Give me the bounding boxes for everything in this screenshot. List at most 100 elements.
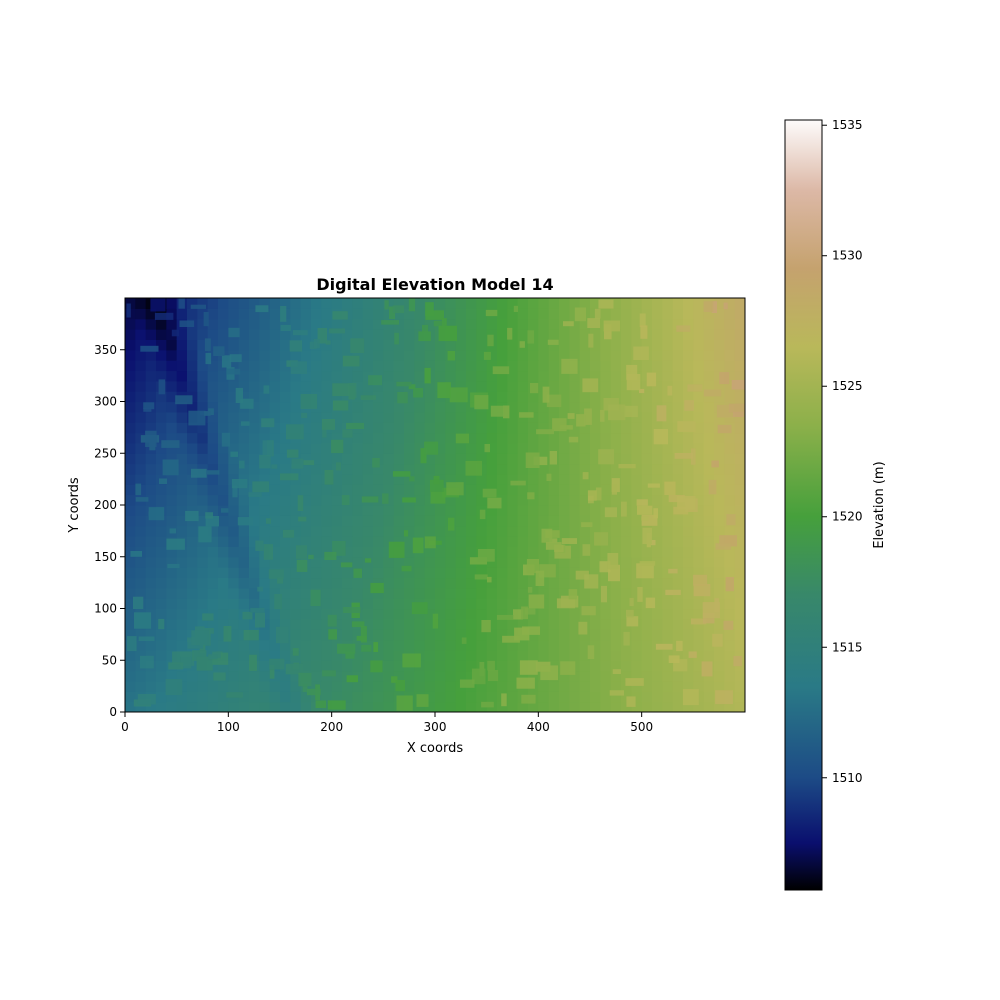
- heatmap-cell: [228, 360, 240, 372]
- heatmap-cell: [383, 349, 395, 361]
- heatmap-cell: [548, 505, 560, 516]
- heatmap-cell: [734, 505, 745, 516]
- heatmap-cell: [280, 494, 291, 506]
- heatmap-cell: [600, 660, 612, 672]
- heatmap-cell: [641, 701, 653, 712]
- heatmap-cell: [693, 401, 705, 413]
- heatmap-cell: [218, 546, 229, 558]
- heatmap-cell: [610, 525, 622, 537]
- building-block: [148, 511, 154, 517]
- heatmap-cell: [218, 463, 229, 475]
- heatmap-cell: [621, 463, 632, 475]
- heatmap-cell: [176, 525, 188, 537]
- heatmap-cell: [455, 318, 467, 330]
- heatmap-cell: [724, 670, 736, 682]
- heatmap-cell: [507, 494, 519, 506]
- heatmap-cell: [135, 453, 147, 465]
- heatmap-cell: [455, 494, 467, 506]
- heatmap-cell: [497, 349, 508, 361]
- heatmap-cell: [125, 515, 136, 527]
- heatmap-cell: [373, 567, 384, 579]
- heatmap-cell: [569, 649, 581, 661]
- heatmap-cell: [590, 639, 601, 651]
- heatmap-cell: [373, 494, 384, 506]
- colorbar-tick-label: 1530: [832, 249, 863, 263]
- heatmap-cell: [424, 463, 436, 475]
- heatmap-cell: [672, 298, 684, 309]
- heatmap-cell: [135, 339, 147, 351]
- heatmap-cell: [269, 639, 281, 651]
- heatmap-cell: [166, 318, 178, 330]
- heatmap-cell: [621, 298, 632, 309]
- heatmap-cell: [610, 349, 622, 361]
- heatmap-cell: [559, 670, 570, 682]
- building-block: [455, 433, 469, 444]
- heatmap-cell: [207, 484, 219, 496]
- heatmap-cell: [352, 484, 364, 496]
- heatmap-cell: [290, 401, 302, 413]
- building-block: [332, 311, 348, 320]
- heatmap-cell: [507, 473, 519, 485]
- heatmap-cell: [259, 401, 271, 413]
- heatmap-cell: [734, 442, 745, 454]
- heatmap-cell: [414, 308, 426, 320]
- heatmap-cell: [393, 360, 405, 372]
- heatmap-cell: [486, 329, 498, 340]
- building-block: [327, 614, 337, 627]
- heatmap-cell: [135, 639, 147, 651]
- heatmap-cell: [249, 442, 260, 454]
- heatmap-cell: [693, 670, 705, 682]
- heatmap-cell: [466, 411, 477, 423]
- heatmap-cell: [280, 370, 291, 382]
- heatmap-cell: [455, 298, 467, 309]
- heatmap-cell: [652, 380, 663, 392]
- building-block: [308, 554, 314, 560]
- building-block: [712, 633, 723, 647]
- heatmap-cell: [435, 515, 446, 527]
- heatmap-cell: [342, 556, 353, 568]
- heatmap-cell: [486, 442, 498, 454]
- heatmap-cell: [331, 422, 343, 434]
- building-block: [578, 621, 588, 635]
- heatmap-cell: [724, 484, 736, 496]
- heatmap-cell: [445, 546, 457, 558]
- heatmap-cell: [548, 360, 560, 372]
- heatmap-cell: [455, 442, 467, 454]
- heatmap-cell: [228, 660, 240, 672]
- heatmap-cell: [600, 370, 612, 382]
- heatmap-cell: [507, 515, 519, 527]
- heatmap-cell: [476, 360, 488, 372]
- heatmap-cell: [734, 411, 745, 423]
- heatmap-cell: [466, 308, 477, 320]
- heatmap-cell: [703, 691, 715, 703]
- heatmap-cell: [517, 349, 529, 361]
- building-block: [298, 672, 312, 687]
- heatmap-cell: [486, 598, 498, 610]
- heatmap-cell: [218, 608, 229, 620]
- building-block: [381, 320, 399, 325]
- heatmap-cell: [404, 411, 415, 423]
- heatmap-cell: [652, 691, 663, 703]
- heatmap-cell: [590, 629, 601, 641]
- heatmap-cell: [579, 463, 591, 475]
- heatmap-cell: [641, 484, 653, 496]
- heatmap-cell: [600, 629, 612, 641]
- heatmap-cell: [135, 536, 147, 547]
- heatmap-cell: [424, 391, 436, 403]
- heatmap-cell: [569, 308, 581, 320]
- heatmap-cell: [424, 349, 436, 361]
- heatmap-cell: [445, 432, 457, 444]
- heatmap-cell: [559, 329, 570, 340]
- heatmap-cell: [156, 701, 167, 712]
- heatmap-cell: [621, 339, 632, 351]
- heatmap-cell: [424, 546, 436, 558]
- heatmap-cell: [590, 411, 601, 423]
- heatmap-cell: [538, 587, 550, 599]
- heatmap-cell: [342, 411, 353, 423]
- heatmap-cell: [734, 494, 745, 506]
- building-block: [496, 614, 514, 620]
- building-block: [545, 530, 560, 538]
- heatmap-cell: [362, 349, 374, 361]
- heatmap-cell: [590, 349, 601, 361]
- building-block: [587, 645, 595, 659]
